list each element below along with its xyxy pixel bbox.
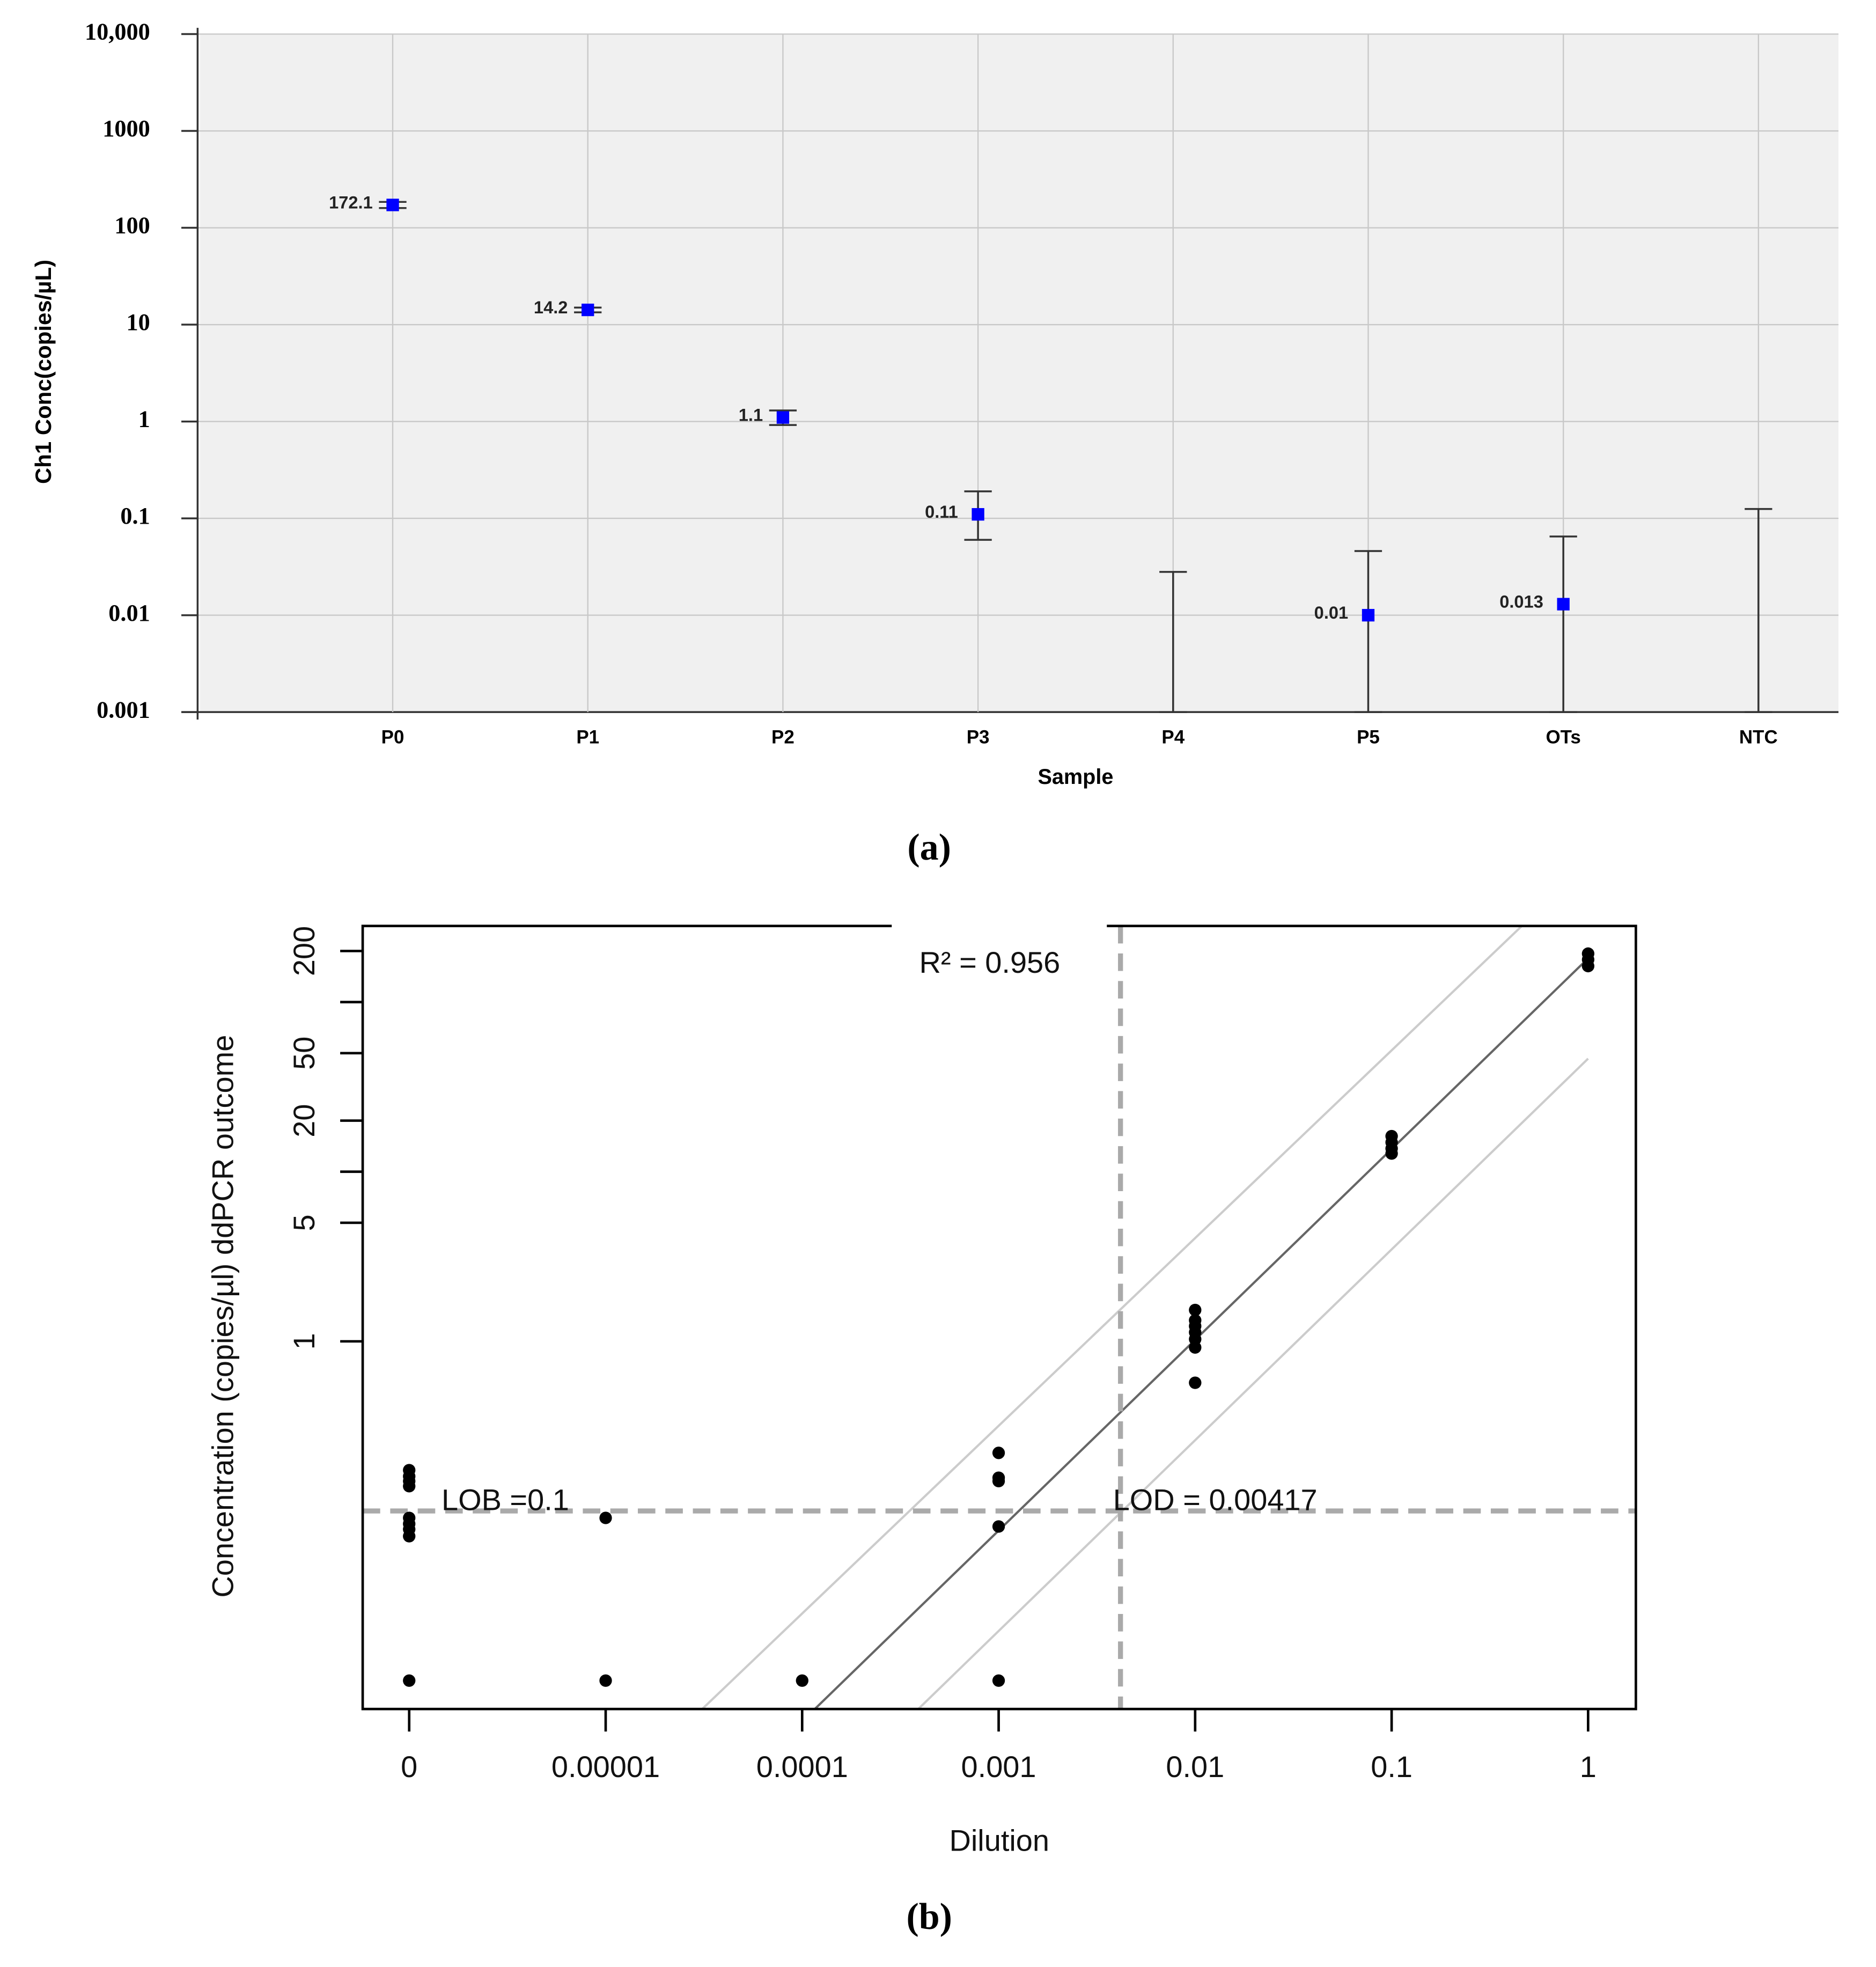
point [992, 1520, 1005, 1533]
point [599, 1511, 612, 1524]
point [386, 199, 399, 211]
point [992, 1447, 1005, 1459]
point [403, 1523, 416, 1536]
x-tick-label: 0.001 [961, 1750, 1036, 1783]
point [972, 508, 984, 521]
y-axis-label: Ch1 Conc(copies/µL) [31, 260, 56, 484]
point [1557, 598, 1570, 611]
point [403, 1480, 416, 1493]
y-tick-label: 0.01 [108, 600, 150, 626]
point [796, 1674, 808, 1687]
x-tick-label: P2 [771, 726, 794, 747]
x-tick-label: OTs [1546, 726, 1580, 747]
value-label: 0.013 [1499, 591, 1543, 611]
y-tick-label: 0.001 [97, 696, 150, 723]
point [599, 1674, 612, 1687]
y-tick-label: 50 [287, 1037, 321, 1070]
annotation-background [892, 922, 1107, 933]
y-tick-label: 1000 [102, 115, 150, 142]
y-tick-label: 5 [287, 1214, 321, 1231]
value-label: 1.1 [739, 405, 763, 424]
value-label: 172.1 [329, 192, 373, 212]
point [1385, 1147, 1398, 1160]
value-label: 0.11 [925, 502, 958, 522]
r2-annotation: R² = 0.956 [919, 945, 1061, 979]
x-tick-label: NTC [1739, 726, 1778, 747]
x-tick-label: P0 [381, 726, 404, 747]
point [1189, 1341, 1202, 1354]
x-tick-label: 1 [1580, 1750, 1597, 1783]
x-tick-label: 0.01 [1166, 1750, 1224, 1783]
x-tick-label: P5 [1357, 726, 1380, 747]
caption: (b) [906, 1896, 952, 1937]
x-tick-label: 0.1 [1371, 1750, 1412, 1783]
point [1362, 608, 1375, 622]
x-tick-label: P3 [967, 726, 990, 747]
point [992, 1674, 1005, 1687]
x-tick-label: 0.00001 [551, 1750, 660, 1783]
x-tick-label: P4 [1161, 726, 1185, 747]
point [1189, 1376, 1202, 1389]
x-axis-label: Sample [1038, 765, 1113, 789]
y-axis-label: Concentration (copies/µl) ddPCR outcome [205, 1035, 239, 1598]
y-tick-label: 1 [138, 406, 150, 432]
fit-line [701, 926, 1523, 1709]
y-tick-label: 200 [287, 926, 321, 976]
value-label: 0.01 [1314, 603, 1349, 622]
y-tick-label: 10,000 [85, 19, 150, 45]
point [992, 1474, 1005, 1488]
point [403, 1674, 416, 1687]
point [1581, 959, 1595, 973]
y-tick-label: 10 [126, 309, 150, 335]
fit-line [917, 1058, 1589, 1709]
point [1189, 1303, 1202, 1317]
y-tick-label: 0.1 [120, 503, 150, 529]
point [582, 303, 594, 317]
lob-label: LOB =0.1 [442, 1483, 569, 1517]
caption: (a) [907, 827, 951, 868]
x-tick-label: P1 [576, 726, 599, 747]
y-tick-label: 1 [287, 1333, 321, 1349]
lod-label: LOD = 0.00417 [1113, 1483, 1318, 1517]
plot-background [200, 34, 1839, 713]
plot-background [363, 926, 1636, 1709]
x-tick-label: 0 [401, 1750, 417, 1783]
y-tick-label: 20 [287, 1104, 321, 1137]
x-tick-label: 0.0001 [756, 1750, 848, 1783]
value-label: 14.2 [534, 297, 568, 317]
point [776, 411, 790, 424]
x-axis-label: Dilution [949, 1823, 1049, 1857]
y-tick-label: 100 [114, 212, 150, 239]
fit-line [814, 957, 1589, 1709]
